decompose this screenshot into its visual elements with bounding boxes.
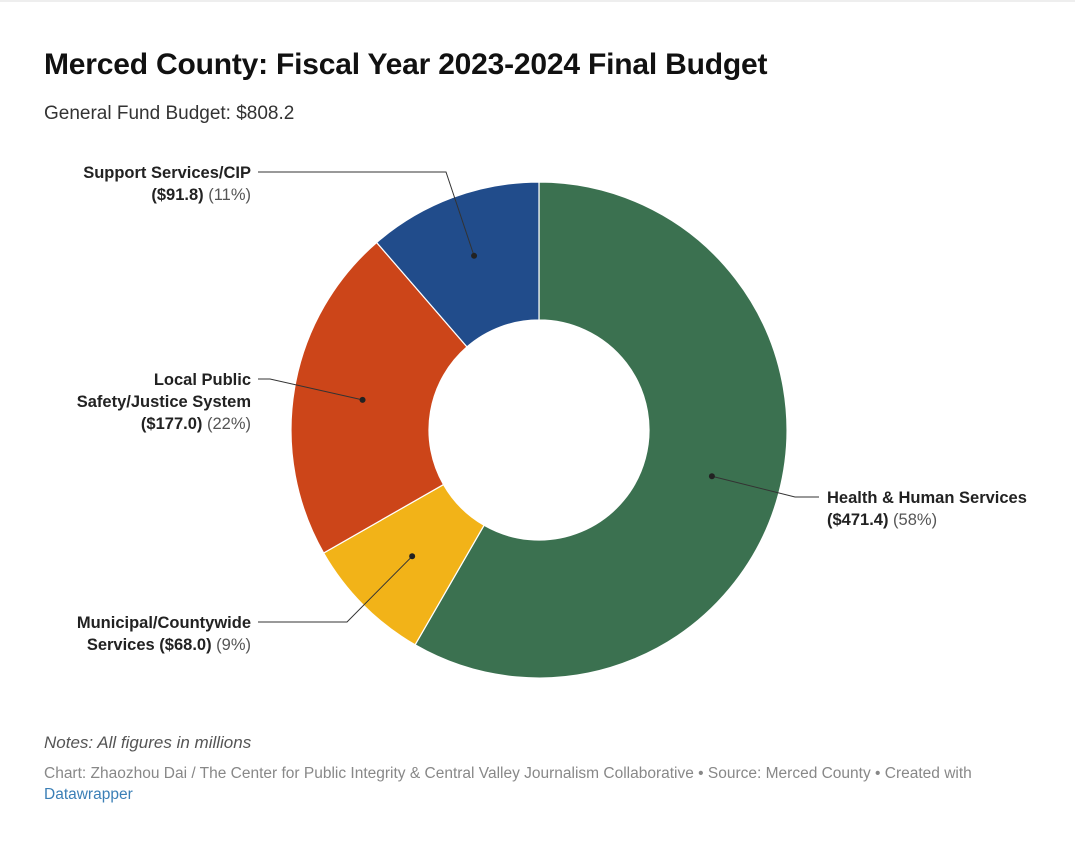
credits-text: Chart: Zhaozhou Dai / The Center for Pub… <box>44 765 972 782</box>
chart-credits: Chart: Zhaozhou Dai / The Center for Pub… <box>44 763 1044 805</box>
slice-label-4: Support Services/CIP ($91.8) (11%) <box>83 164 251 204</box>
chart-subtitle: General Fund Budget: $808.2 <box>44 103 295 124</box>
leader-line-1 <box>711 475 819 498</box>
chart-title: Merced County: Fiscal Year 2023-2024 Fin… <box>44 48 768 81</box>
leader-line-3 <box>258 378 363 401</box>
leader-dot-2 <box>409 553 416 560</box>
slice-4 <box>375 181 540 348</box>
slice-label-1: Health & Human Services ($471.4) (58%) <box>827 489 1027 529</box>
slice-3 <box>290 241 468 554</box>
leader-line-2 <box>258 555 413 623</box>
top-border <box>0 0 1075 2</box>
chart-footer: Notes: All figures in millions Chart: Zh… <box>44 733 1044 805</box>
leader-line-4 <box>258 171 475 256</box>
chart-notes: Notes: All figures in millions <box>44 733 252 752</box>
slice-label-3: Local Public Safety/Justice System ($177.0… <box>77 371 251 433</box>
leader-dot-3 <box>359 396 366 403</box>
leader-dot-4 <box>471 252 478 259</box>
slice-1 <box>414 181 788 679</box>
datawrapper-link[interactable]: Datawrapper <box>44 786 133 803</box>
leader-dot-1 <box>708 473 715 480</box>
slice-label-2: Municipal/Countywide Services ($68.0) (9%… <box>77 614 251 654</box>
